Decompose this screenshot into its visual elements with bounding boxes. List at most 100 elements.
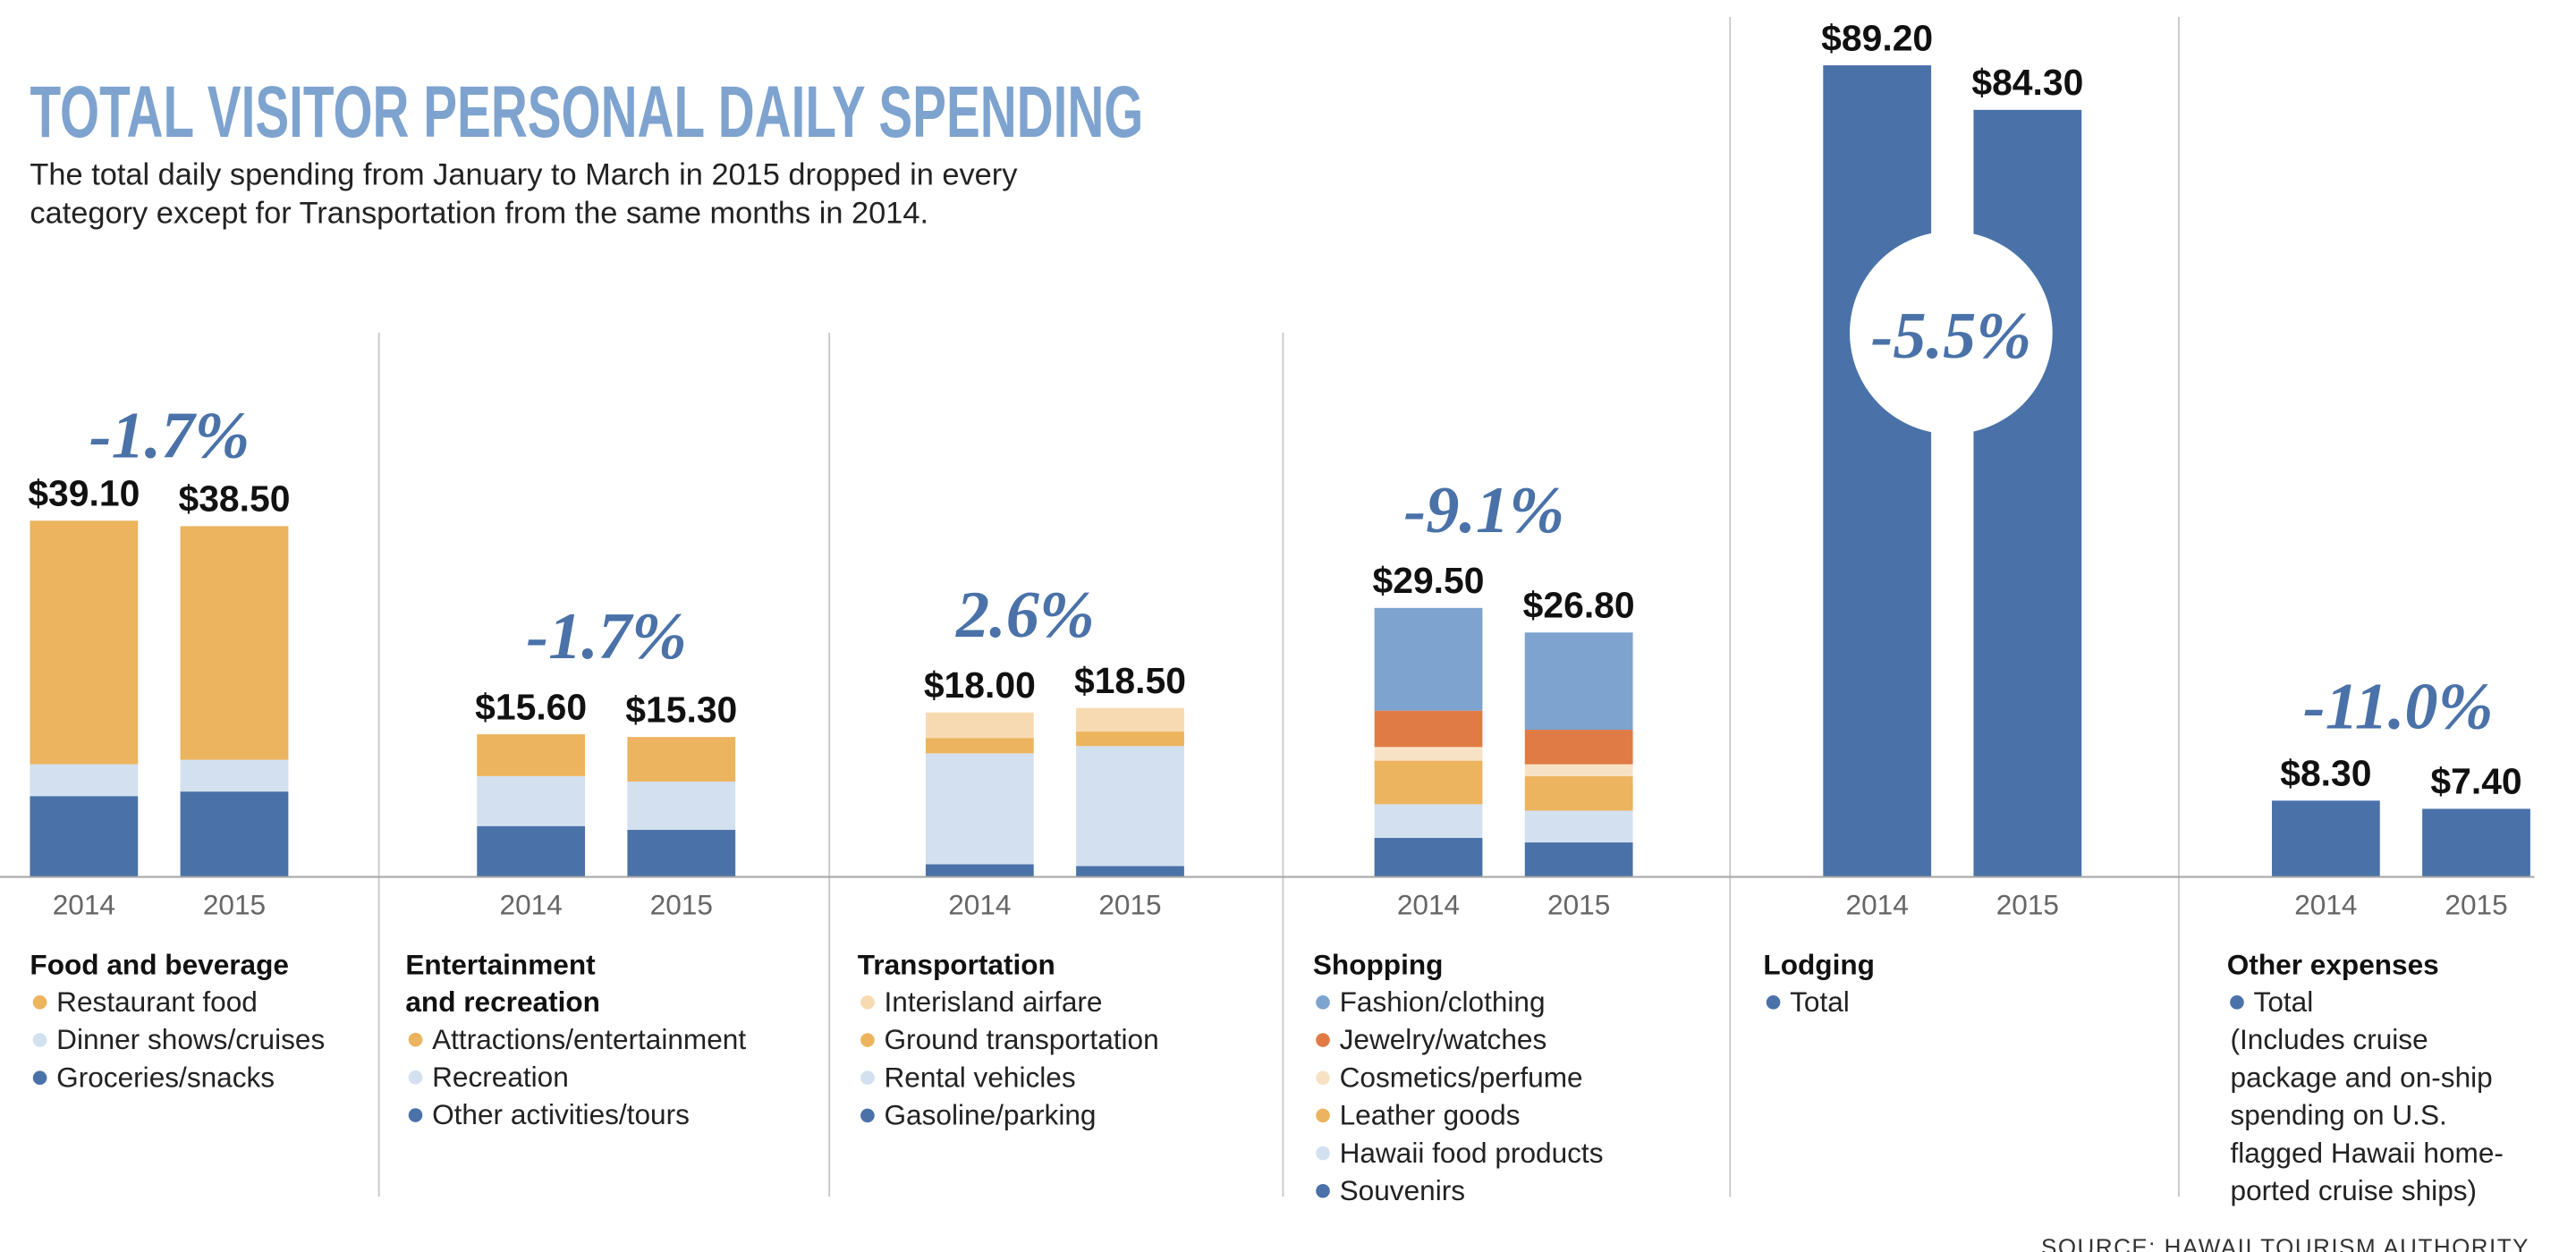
bar-segment-souvenirs <box>1374 837 1483 876</box>
legend-item: Other activities/tours <box>432 1098 690 1130</box>
year-tick-label: 2014 <box>1397 888 1460 920</box>
legend-item: Groceries/snacks <box>56 1061 275 1093</box>
bar-segment-rental-vehicles <box>925 753 1034 865</box>
bar-segment-recreation <box>477 775 586 826</box>
percent-change-label: -1.7% <box>89 399 250 472</box>
legend-item: Restaurant food <box>56 986 258 1018</box>
legend-swatch <box>408 1032 423 1047</box>
bar-segment-cosmetics-perfume <box>1374 747 1483 761</box>
legend-swatch <box>1316 995 1330 1010</box>
legend-item: Cosmetics/perfume <box>1340 1061 1583 1093</box>
legend-item: Total <box>1790 986 1850 1018</box>
legend-note: ported cruise ships) <box>2231 1174 2478 1206</box>
legend-note: spending on U.S. <box>2231 1099 2447 1131</box>
bar-segment-restaurant-food <box>30 520 139 765</box>
year-tick-label: 2014 <box>948 888 1011 920</box>
year-tick-label: 2015 <box>1098 888 1161 920</box>
bar-total-label: $84.30 <box>1971 62 2083 103</box>
legend-item: Leather goods <box>1340 1099 1521 1131</box>
legend-item: Attractions/entertainment <box>432 1023 746 1055</box>
bar-segment-groceries-snacks <box>180 791 289 876</box>
bar-segment-dinner-shows-cruises <box>180 759 289 792</box>
panel-title: Entertainment <box>405 948 596 980</box>
legend-swatch <box>2230 995 2244 1010</box>
panel-title: Food and beverage <box>30 948 289 980</box>
legend-swatch <box>1316 1108 1330 1123</box>
panel-title: Other expenses <box>2227 948 2439 980</box>
bar-segment-other-activities-tours <box>627 829 736 876</box>
legend-item: Hawaii food products <box>1340 1137 1604 1169</box>
bar-segment-total <box>2422 808 2530 876</box>
chart-subtitle: category except for Transportation from … <box>30 196 928 230</box>
legend-swatch <box>1316 1070 1330 1086</box>
legend-item: Recreation <box>432 1061 569 1093</box>
year-tick-label: 2015 <box>203 888 266 920</box>
bar-total-label: $26.80 <box>1523 585 1635 626</box>
legend-swatch <box>860 1033 875 1047</box>
percent-change-label: -9.1% <box>1403 474 1564 547</box>
bar-total-label: $8.30 <box>2280 753 2371 794</box>
bar-total-label: $18.50 <box>1074 660 1186 701</box>
legend-swatch <box>1766 995 1781 1010</box>
legend-swatch <box>1316 1033 1330 1047</box>
legend-swatch <box>32 995 47 1010</box>
percent-change-label: -1.7% <box>526 600 687 673</box>
percent-change-label: -5.5% <box>1871 300 2032 373</box>
year-tick-label: 2015 <box>1547 888 1610 920</box>
bar-segment-cosmetics-perfume <box>1524 764 1633 776</box>
year-tick-label: 2015 <box>650 888 713 920</box>
bar-total-label: $15.30 <box>625 689 737 730</box>
percent-change-label: -11.0% <box>2303 670 2494 743</box>
legend-item: Rental vehicles <box>884 1061 1075 1093</box>
bar-segment-hawaii-food-products <box>1524 810 1633 843</box>
legend-swatch <box>1316 1146 1330 1161</box>
year-tick-label: 2015 <box>2445 888 2507 920</box>
bar-segment-total <box>2271 800 2380 876</box>
bar-segment-hawaii-food-products <box>1374 804 1483 838</box>
bar-segment-ground-transportation <box>1076 732 1184 747</box>
panel-title: Shopping <box>1313 948 1444 980</box>
legend-item: Interisland airfare <box>884 986 1102 1018</box>
bar-segment-dinner-shows-cruises <box>30 764 139 797</box>
legend-swatch <box>32 1070 47 1086</box>
panel-title: and recreation <box>405 986 600 1018</box>
bar-total-label: $29.50 <box>1373 560 1485 601</box>
legend-swatch <box>408 1108 423 1122</box>
bar-segment-gasoline-parking <box>1076 866 1184 876</box>
bar-segment-interisland-airfare <box>1076 707 1184 732</box>
bar-segment-fashion-clothing <box>1374 607 1483 711</box>
legend-swatch <box>408 1070 423 1085</box>
bar-segment-jewelry-watches <box>1374 710 1483 748</box>
legend-item: Jewelry/watches <box>1340 1023 1547 1055</box>
bar-total-label: $18.00 <box>924 664 1036 706</box>
panel-title: Lodging <box>1763 948 1875 980</box>
source-note: SOURCE: HAWAII TOURISM AUTHORITY <box>2041 1233 2529 1252</box>
bar-segment-interisland-airfare <box>925 712 1034 739</box>
bar-segment-other-activities-tours <box>477 825 586 876</box>
bar-total-label: $7.40 <box>2430 761 2521 802</box>
bar-segment-gasoline-parking <box>925 864 1034 876</box>
bar-segment-recreation <box>627 781 736 830</box>
bar-segment-leather-goods <box>1524 775 1633 811</box>
legend-swatch <box>1316 1183 1330 1198</box>
year-tick-label: 2014 <box>500 888 563 920</box>
change-circle <box>1850 231 2053 435</box>
bar-segment-rental-vehicles <box>1076 746 1184 867</box>
legend-note: flagged Hawaii home- <box>2231 1137 2504 1169</box>
year-tick-label: 2014 <box>2294 888 2357 920</box>
legend-item: Ground transportation <box>884 1023 1158 1055</box>
legend-swatch <box>860 1108 875 1123</box>
legend-swatch <box>860 1070 875 1086</box>
bar-segment-ground-transportation <box>925 738 1034 754</box>
legend-item: Dinner shows/cruises <box>56 1023 325 1055</box>
legend-item: Gasoline/parking <box>884 1099 1096 1131</box>
legend-note: (Includes cruise <box>2231 1023 2428 1055</box>
legend-item: Souvenirs <box>1340 1174 1465 1206</box>
year-tick-label: 2014 <box>53 888 115 920</box>
legend-note: package and on-ship <box>2231 1061 2493 1093</box>
bar-segment-attractions-entertainment <box>477 734 586 776</box>
bar-total-label: $15.60 <box>475 686 587 727</box>
bar-total-label: $39.10 <box>28 473 140 514</box>
bar-segment-total <box>1823 65 1932 876</box>
bar-segment-souvenirs <box>1524 842 1633 876</box>
